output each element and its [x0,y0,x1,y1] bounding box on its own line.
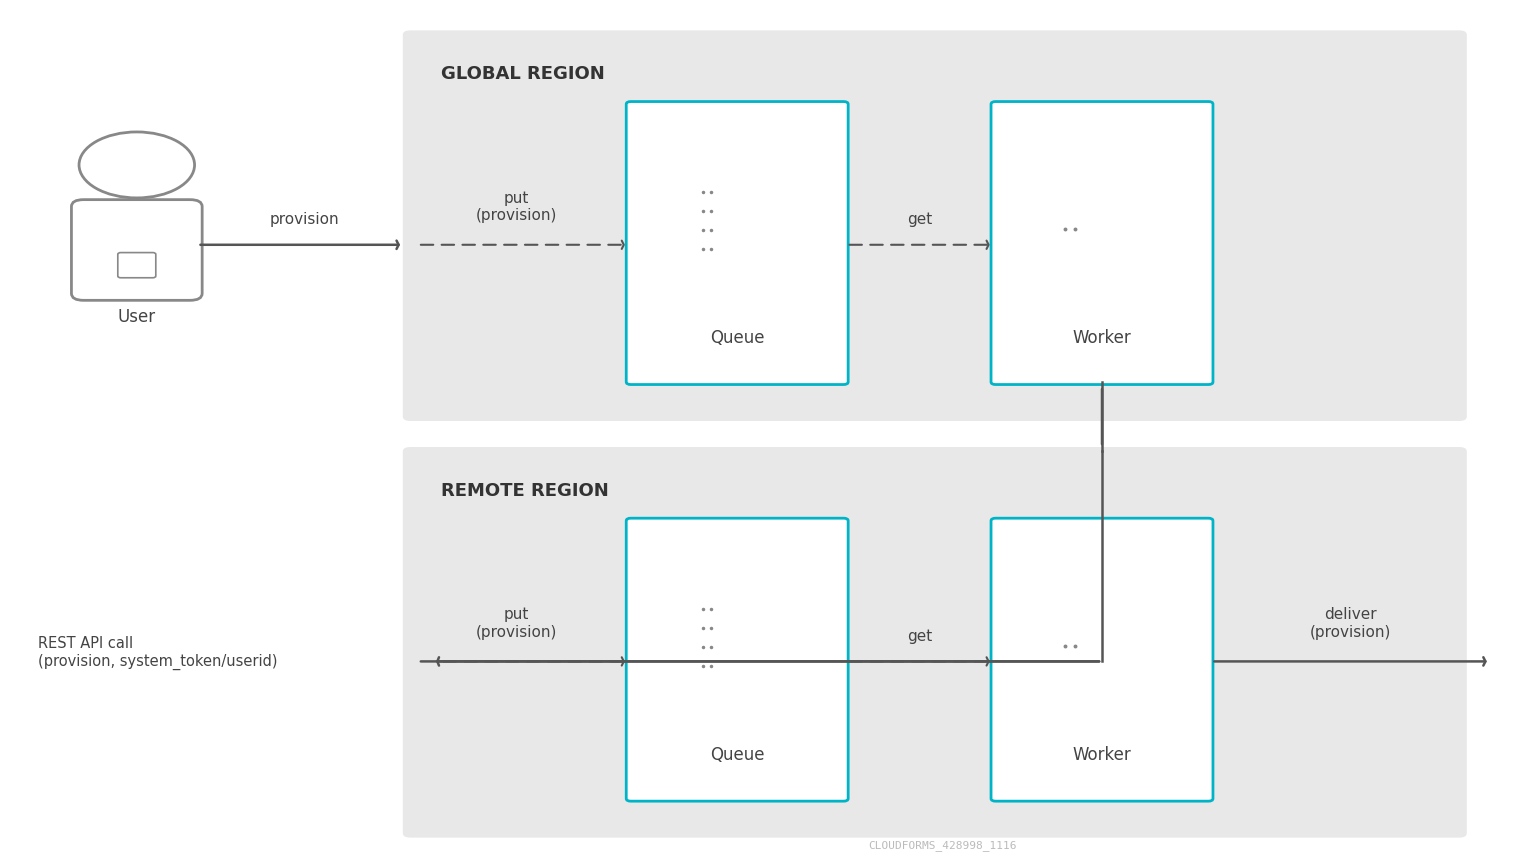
Text: put
(provision): put (provision) [476,191,556,223]
FancyBboxPatch shape [1113,641,1129,651]
Text: put
(provision): put (provision) [476,608,556,640]
Text: get: get [907,629,932,644]
FancyBboxPatch shape [774,226,793,234]
FancyBboxPatch shape [1046,216,1158,241]
Text: get: get [907,213,932,227]
FancyBboxPatch shape [686,657,787,674]
FancyBboxPatch shape [754,642,774,651]
FancyBboxPatch shape [774,642,793,651]
FancyBboxPatch shape [754,245,774,253]
Text: User: User [117,308,157,326]
FancyBboxPatch shape [774,604,793,613]
FancyBboxPatch shape [774,245,793,253]
FancyBboxPatch shape [626,518,848,801]
FancyBboxPatch shape [119,253,157,278]
FancyBboxPatch shape [774,187,793,196]
FancyBboxPatch shape [774,207,793,215]
FancyBboxPatch shape [686,638,787,655]
Text: Worker: Worker [1073,746,1131,764]
Text: Queue: Queue [710,746,765,764]
FancyBboxPatch shape [686,240,787,258]
FancyBboxPatch shape [686,600,787,617]
Text: deliver
(provision): deliver (provision) [1310,608,1391,640]
Text: REST API call
(provision, system_token/userid): REST API call (provision, system_token/u… [38,636,278,669]
FancyBboxPatch shape [686,202,787,220]
Text: Worker: Worker [1073,329,1131,347]
FancyBboxPatch shape [1046,634,1158,658]
Text: CLOUDFORMS_428998_1116: CLOUDFORMS_428998_1116 [868,839,1017,851]
FancyBboxPatch shape [991,102,1213,385]
FancyBboxPatch shape [686,174,787,185]
FancyBboxPatch shape [686,183,787,201]
FancyBboxPatch shape [1131,641,1149,651]
FancyBboxPatch shape [754,226,774,234]
FancyBboxPatch shape [71,200,202,300]
FancyBboxPatch shape [686,221,787,239]
Text: provision: provision [269,213,339,227]
Text: Queue: Queue [710,329,765,347]
FancyBboxPatch shape [774,661,793,670]
FancyBboxPatch shape [1113,224,1129,234]
FancyBboxPatch shape [754,187,774,196]
FancyBboxPatch shape [774,623,793,632]
FancyBboxPatch shape [686,591,787,602]
FancyBboxPatch shape [754,661,774,670]
FancyBboxPatch shape [403,447,1467,838]
FancyBboxPatch shape [754,207,774,215]
FancyBboxPatch shape [754,604,774,613]
FancyBboxPatch shape [626,102,848,385]
FancyBboxPatch shape [403,30,1467,421]
FancyBboxPatch shape [686,619,787,636]
FancyBboxPatch shape [754,623,774,632]
Text: GLOBAL REGION: GLOBAL REGION [441,65,605,83]
FancyBboxPatch shape [991,518,1213,801]
Text: REMOTE REGION: REMOTE REGION [441,482,608,500]
FancyBboxPatch shape [1131,224,1149,234]
